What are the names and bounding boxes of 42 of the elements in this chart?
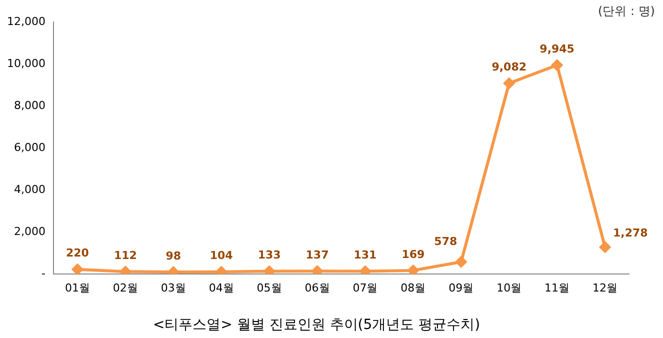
- x-tick-label: 10월: [496, 281, 522, 294]
- x-tick-label: 09월: [448, 281, 474, 294]
- point: [72, 264, 83, 274]
- point: [408, 264, 419, 274]
- x-tick-label: 11월: [544, 281, 570, 294]
- data-label: 169: [402, 248, 425, 261]
- point: [360, 266, 371, 274]
- y-tick-label: 4,000: [14, 182, 46, 196]
- x-tick-label: 07월: [352, 281, 378, 294]
- point: [504, 78, 515, 89]
- x-tick-label: 08월: [400, 281, 426, 294]
- data-label: 131: [354, 248, 377, 262]
- text: (단위 : 명): [598, 4, 655, 18]
- data-label: 220: [66, 246, 90, 260]
- point: [600, 242, 611, 253]
- y-tick-label: 2,000: [14, 224, 46, 238]
- point: [456, 256, 467, 268]
- y-tick-label: 8,000: [14, 98, 46, 112]
- point: [552, 60, 563, 71]
- data-label: 137: [306, 248, 329, 262]
- x-tick-label: 12월: [592, 281, 618, 294]
- y-tick-label: 6,000: [14, 140, 46, 154]
- x-tick-label: 02월: [112, 281, 138, 294]
- x-tick-label: 05월: [256, 281, 282, 294]
- x-tick-label: 04월: [208, 281, 234, 294]
- data-label: 1,278: [613, 226, 648, 240]
- text: <티푸스열> 월별 진료인원 추이(5개년도 평균수치): [152, 317, 480, 334]
- x-tick-label: 06월: [304, 281, 330, 294]
- data-label: 9,082: [492, 60, 526, 74]
- x-tick-label: 03월: [160, 281, 186, 294]
- data-label: 133: [258, 248, 281, 262]
- data-label: 9,945: [540, 42, 574, 56]
- point: [264, 266, 275, 274]
- data-label: 104: [210, 249, 234, 262]
- y-tick-label: 12,000: [6, 14, 46, 28]
- y-tick-label: 10,000: [6, 56, 46, 70]
- data-label: 112: [114, 249, 137, 262]
- data-label: 578: [434, 235, 458, 248]
- y-tick-label: -: [42, 266, 46, 280]
- point: [312, 266, 323, 274]
- x-tick-label: 01월: [64, 281, 90, 294]
- data-label: 98: [166, 249, 182, 262]
